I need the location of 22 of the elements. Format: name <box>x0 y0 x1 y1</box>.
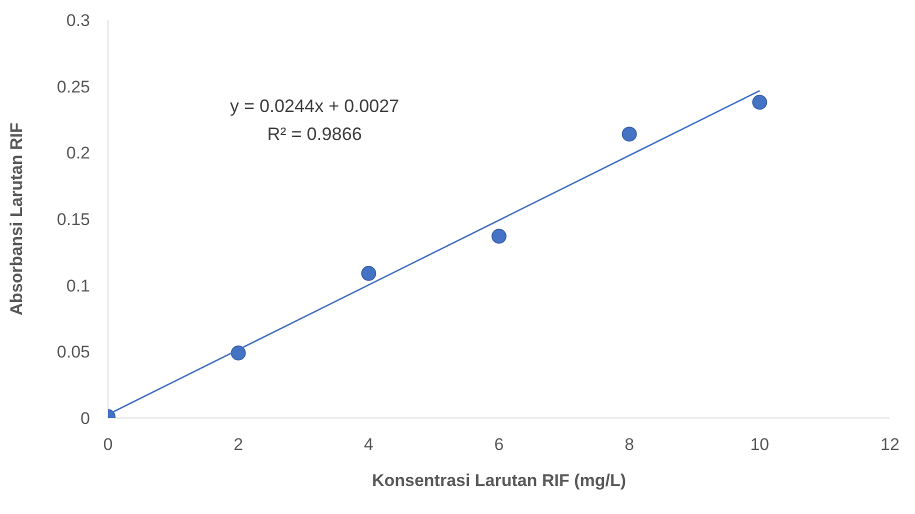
point <box>752 94 768 110</box>
y-tick-label: 0.25 <box>56 77 90 96</box>
x-tick-label: 0 <box>103 435 113 454</box>
point <box>622 126 637 142</box>
x-tick-label: 12 <box>880 435 900 454</box>
y-tick-label: 0.2 <box>66 144 90 163</box>
x-tick-label: 10 <box>750 435 770 454</box>
x-tick-label: 8 <box>624 435 634 454</box>
x-axis-title: Konsentrasi Larutan RIF (mg/L) <box>372 471 626 490</box>
y-tick-label: 0.1 <box>66 276 90 296</box>
y-tick-label: 0.05 <box>56 342 90 362</box>
x-tick-label: 6 <box>494 435 504 454</box>
x-tick-label: 4 <box>364 435 374 454</box>
annotation: y = 0.0244x + 0.0027 <box>230 95 400 118</box>
annotation: R² = 0.9866 <box>266 123 363 146</box>
point <box>492 228 506 244</box>
y-tick-label: 0.15 <box>56 210 90 230</box>
y-tick-label: 0 <box>80 409 90 428</box>
point <box>361 266 376 281</box>
y-axis-title: Absorbansi Larutan RIF <box>7 122 26 316</box>
y-tick-label: 0.3 <box>66 11 90 30</box>
x-tick-label: 2 <box>234 435 244 454</box>
